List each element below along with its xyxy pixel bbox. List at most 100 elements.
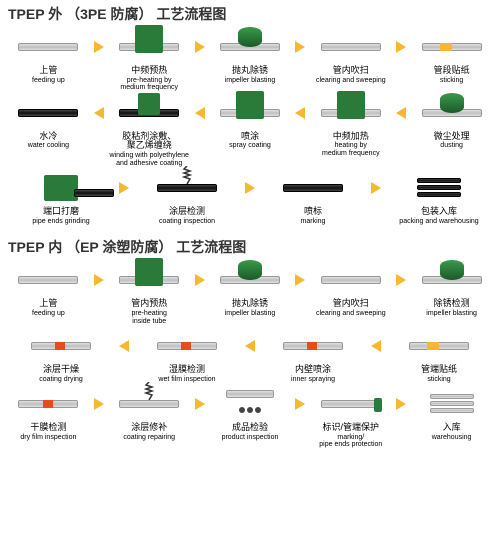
step-label-en: water cooling: [28, 142, 69, 149]
pipe-icon: [18, 30, 78, 64]
step-label-en: marking/ pipe ends protection: [319, 434, 382, 449]
section-title: TPEP 外 （3PE 防腐） 工艺流程图: [8, 4, 492, 24]
step-label-cn: 管内吹扫: [333, 299, 369, 309]
flow-arrow-icon: [114, 329, 134, 363]
flow-arrow-icon: [89, 263, 109, 297]
step-label-en: impeller blasting: [225, 310, 276, 317]
step-label-en: clearing and sweeping: [316, 310, 386, 317]
pipe-yellow-icon: [409, 329, 469, 363]
process-step: 管内预热pre-heating inside tube: [109, 263, 190, 325]
step-label-en: feeding up: [32, 310, 65, 317]
process-row: 上管feeding up中频预热pre-heating by medium fr…: [8, 30, 492, 92]
flow-arrow-icon: [240, 329, 260, 363]
flow-arrow-icon: [290, 387, 310, 421]
flow-arrow-icon: [190, 387, 210, 421]
process-step: 涂层检测coating inspection: [134, 171, 240, 225]
step-label-en: coating inspection: [159, 218, 215, 225]
flow-arrow-icon: [89, 387, 109, 421]
process-step: 胶粘剂涂敷、 聚乙烯缠绕winding with polyethylene an…: [109, 96, 190, 167]
section-title: TPEP 内 （EP 涂塑防腐） 工艺流程图: [8, 237, 492, 257]
process-row: 干膜检测dry film inspection 涂层修补coating repai…: [8, 387, 492, 449]
pipe-greencyl-icon: [220, 263, 280, 297]
process-step: 内壁喷涂inner spraying: [260, 329, 366, 383]
step-label-cn: 中频预热: [131, 66, 167, 76]
step-label-cn: 涂层修补: [131, 423, 167, 433]
flow-arrow-icon: [290, 263, 310, 297]
step-label-cn: 上管: [39, 299, 57, 309]
step-label-en: impeller blasting: [225, 77, 276, 84]
process-step: 涂层修补coating repairing: [109, 387, 190, 441]
process-step: 湿膜检测wet film inspection: [134, 329, 240, 383]
pipe-greenbox-icon: [321, 96, 381, 130]
flow-arrow-icon: [290, 30, 310, 64]
step-label-cn: 除锈检测: [434, 299, 470, 309]
process-step: 微尘处理dusting: [411, 96, 492, 150]
step-label-en: marking: [301, 218, 326, 225]
step-label-en: dry film inspection: [20, 434, 76, 441]
step-label-cn: 水冷: [39, 132, 57, 142]
process-step: 喷涂spray coating: [210, 96, 291, 150]
pipe-greenbox-icon: [119, 263, 179, 297]
flow-arrow-icon: [391, 387, 411, 421]
process-step: 上管feeding up: [8, 263, 89, 317]
step-label-cn: 抛丸除锈: [232, 299, 268, 309]
process-step: 喷标marking: [260, 171, 366, 225]
step-label-cn: 管段贴纸: [434, 66, 470, 76]
step-label-cn: 成品检验: [232, 423, 268, 433]
pipe-icon: [321, 30, 381, 64]
process-step: 抛丸除锈impeller blasting: [210, 263, 291, 317]
step-label-en: warehousing: [432, 434, 472, 441]
step-label-en: winding with polyethylene and adhesive c…: [110, 152, 189, 167]
pipe-red-icon: [18, 387, 78, 421]
process-step: 管内吹扫clearing and sweeping: [310, 263, 391, 317]
step-label-cn: 中频加热: [333, 132, 369, 142]
process-step: 水冷water cooling: [8, 96, 89, 150]
step-label-cn: 管内预热: [131, 299, 167, 309]
step-label-cn: 胶粘剂涂敷、 聚乙烯缠绕: [122, 132, 176, 152]
flow-arrow-icon: [190, 263, 210, 297]
blackpipe-icon: [18, 96, 78, 130]
process-step: 中频加热heating by medium frequency: [310, 96, 391, 158]
blackstack-icon: [417, 171, 461, 205]
flow-arrow-icon: [89, 30, 109, 64]
step-label-en: spray coating: [229, 142, 271, 149]
blackpipe-green-icon: [119, 96, 179, 130]
process-step: 中频预热pre-heating by medium frequency: [109, 30, 190, 92]
process-step: 成品检验product inspection: [210, 387, 291, 441]
flow-arrow-icon: [190, 30, 210, 64]
pipe-icon: [18, 263, 78, 297]
step-label-en: pipe ends grinding: [32, 218, 89, 225]
process-step: 标识/管端保护marking/ pipe ends protection: [310, 387, 391, 449]
step-label-cn: 干膜检测: [30, 423, 66, 433]
process-row: 端口打磨pipe ends grinding涂层检测coating inspec…: [8, 171, 492, 225]
step-label-cn: 抛丸除锈: [232, 66, 268, 76]
flow-arrow-icon: [391, 263, 411, 297]
step-label-en: impeller blasting: [426, 310, 477, 317]
step-label-en: pre-heating by medium frequency: [120, 77, 178, 92]
step-label-en: sticking: [440, 77, 463, 84]
step-label-en: coating repairing: [123, 434, 175, 441]
pipe-red-icon: [31, 329, 91, 363]
pipe-dots-icon: [226, 387, 274, 421]
pipe-greenbox-icon: [119, 30, 179, 64]
step-label-en: heating by medium frequency: [322, 142, 380, 157]
stack-icon: [430, 387, 474, 421]
grinder-icon: [44, 171, 78, 205]
step-label-en: pre-heating inside tube: [131, 310, 166, 325]
step-label-cn: 标识/管端保护: [323, 423, 380, 433]
flow-arrow-icon: [114, 171, 134, 205]
step-label-cn: 入库: [443, 423, 461, 433]
pipe-yellow-icon: [422, 30, 482, 64]
step-label-en: packing and warehousing: [399, 218, 478, 225]
pipe-greencyl-icon: [422, 263, 482, 297]
section-1: TPEP 内 （EP 涂塑防腐） 工艺流程图上管feeding up 管内预热pr…: [0, 233, 500, 456]
pipe-spring-icon: [119, 387, 179, 421]
section-0: TPEP 外 （3PE 防腐） 工艺流程图上管feeding up中频预热pre…: [0, 0, 500, 233]
pipe-greencyl-icon: [422, 96, 482, 130]
process-row: 涂层干燥coating drying湿膜检测wet film inspectio…: [8, 329, 492, 383]
step-label-cn: 管内吹扫: [333, 66, 369, 76]
step-label-cn: 内壁喷涂: [295, 365, 331, 375]
process-step: 管段贴纸sticking: [411, 30, 492, 84]
flow-arrow-icon: [240, 171, 260, 205]
blackpipe-spring-icon: [157, 171, 217, 205]
